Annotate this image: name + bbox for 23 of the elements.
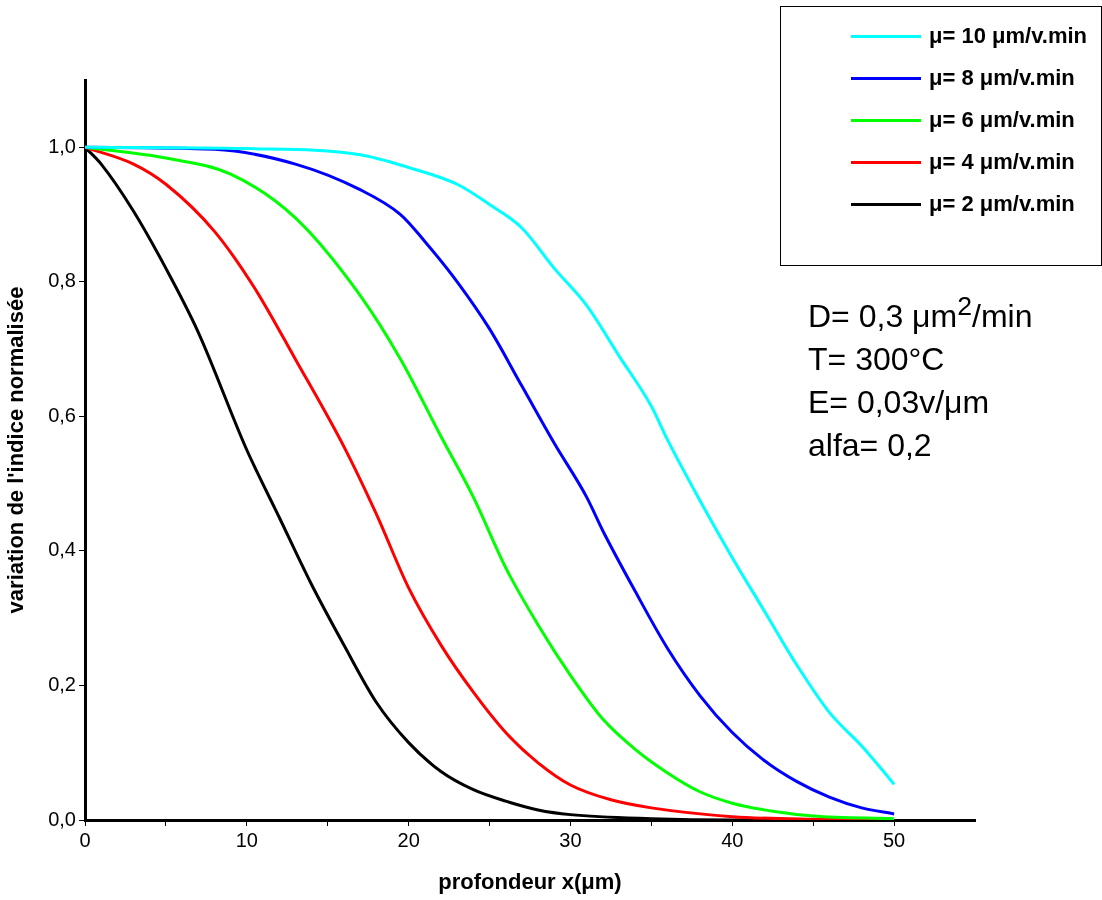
- x-axis-title: profondeur x(μm): [438, 868, 622, 894]
- x-tick-label: 20: [397, 828, 420, 851]
- y-axis-title: variation de l'indice normalisée: [3, 286, 29, 614]
- legend-label: μ= 10 μm/v.min: [929, 23, 1087, 49]
- x-tick-label: 10: [235, 828, 258, 851]
- y-tick-label: 0,4: [48, 538, 76, 561]
- y-tick-label: 0,6: [48, 403, 76, 426]
- x-tick-label: 40: [721, 828, 744, 851]
- y-tick-label: 0,8: [48, 269, 76, 292]
- annotation: T= 300°C: [808, 339, 946, 379]
- annotation: E= 0,03v/μm: [808, 382, 991, 422]
- x-tick-label: 30: [559, 828, 582, 851]
- annotation: alfa= 0,2: [808, 425, 933, 465]
- legend-label: μ= 8 μm/v.min: [929, 65, 1075, 91]
- annotation: D= 0,3 μm$^{2}$/min: [808, 290, 1033, 336]
- x-tick-label: 50: [882, 828, 906, 851]
- legend-label: μ= 6 μm/v.min: [929, 107, 1075, 133]
- y-tick-label: 0,2: [48, 672, 76, 695]
- y-tick-label: 1,0: [48, 134, 76, 157]
- y-tick-label: 0,0: [48, 807, 76, 830]
- x-tick-label: 0: [79, 828, 91, 851]
- legend-label: μ= 4 μm/v.min: [929, 149, 1075, 175]
- legend-label: μ= 2 μm/v.min: [929, 191, 1075, 217]
